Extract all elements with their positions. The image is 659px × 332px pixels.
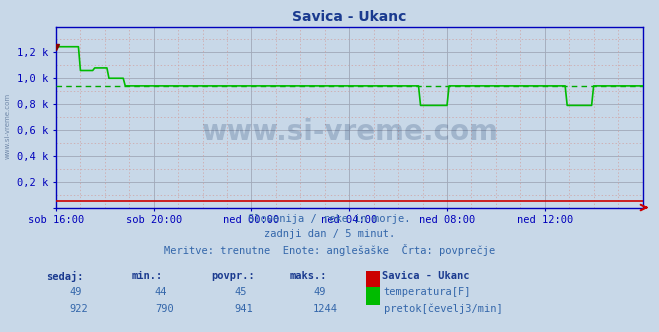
Text: 790: 790	[155, 304, 173, 314]
Text: maks.:: maks.:	[290, 271, 328, 281]
Text: www.si-vreme.com: www.si-vreme.com	[5, 93, 11, 159]
Text: povpr.:: povpr.:	[211, 271, 254, 281]
Text: 45: 45	[234, 287, 246, 297]
Text: www.si-vreme.com: www.si-vreme.com	[201, 118, 498, 145]
Text: pretok[čevelj3/min]: pretok[čevelj3/min]	[384, 304, 502, 314]
Text: sedaj:: sedaj:	[46, 271, 84, 282]
Text: 941: 941	[234, 304, 252, 314]
Text: 49: 49	[313, 287, 326, 297]
Text: zadnji dan / 5 minut.: zadnji dan / 5 minut.	[264, 229, 395, 239]
Text: min.:: min.:	[132, 271, 163, 281]
Text: 49: 49	[69, 287, 82, 297]
Text: 1244: 1244	[313, 304, 338, 314]
Text: 922: 922	[69, 304, 88, 314]
Text: Slovenija / reke in morje.: Slovenija / reke in morje.	[248, 214, 411, 224]
Text: 44: 44	[155, 287, 167, 297]
Text: Meritve: trenutne  Enote: anglešaške  Črta: povprečje: Meritve: trenutne Enote: anglešaške Črta…	[164, 244, 495, 256]
Title: Savica - Ukanc: Savica - Ukanc	[292, 10, 407, 24]
Text: Savica - Ukanc: Savica - Ukanc	[382, 271, 470, 281]
Text: temperatura[F]: temperatura[F]	[384, 287, 471, 297]
